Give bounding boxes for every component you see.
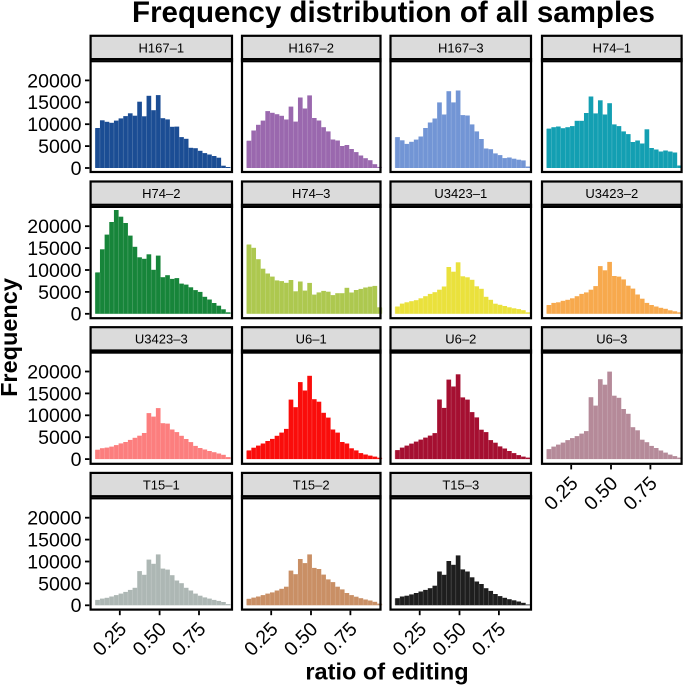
svg-text:Frequency: Frequency	[0, 278, 22, 397]
svg-text:20000: 20000	[27, 216, 81, 238]
svg-text:0: 0	[71, 595, 82, 617]
svg-text:15000: 15000	[27, 92, 81, 114]
svg-text:T15–1: T15–1	[143, 477, 180, 492]
svg-text:0: 0	[71, 449, 82, 471]
svg-text:U3423–1: U3423–1	[434, 186, 487, 201]
svg-text:15000: 15000	[27, 238, 81, 260]
svg-text:U3423–3: U3423–3	[135, 332, 188, 347]
svg-text:H167–2: H167–2	[288, 40, 334, 55]
svg-text:T15–3: T15–3	[442, 477, 479, 492]
svg-text:15000: 15000	[27, 383, 81, 405]
svg-text:H74–2: H74–2	[142, 186, 180, 201]
svg-text:5000: 5000	[38, 136, 82, 158]
svg-text:U3423–2: U3423–2	[585, 186, 638, 201]
svg-text:U6–2: U6–2	[445, 332, 476, 347]
svg-text:5000: 5000	[38, 573, 82, 595]
svg-text:H74–1: H74–1	[593, 40, 631, 55]
svg-text:U6–3: U6–3	[596, 332, 627, 347]
svg-text:10000: 10000	[27, 551, 81, 573]
svg-text:10000: 10000	[27, 405, 81, 427]
svg-text:0: 0	[71, 304, 82, 326]
svg-text:T15–2: T15–2	[293, 477, 330, 492]
svg-text:20000: 20000	[27, 361, 81, 383]
svg-text:ratio of editing: ratio of editing	[305, 659, 468, 685]
svg-text:H74–3: H74–3	[292, 186, 330, 201]
svg-text:5000: 5000	[38, 427, 82, 449]
svg-text:20000: 20000	[27, 70, 81, 92]
svg-text:20000: 20000	[27, 508, 81, 530]
svg-text:5000: 5000	[38, 282, 82, 304]
svg-text:10000: 10000	[27, 260, 81, 282]
svg-text:0: 0	[71, 158, 82, 180]
svg-text:10000: 10000	[27, 114, 81, 136]
svg-text:U6–1: U6–1	[296, 332, 327, 347]
svg-text:15000: 15000	[27, 530, 81, 552]
svg-text:H167–1: H167–1	[139, 40, 185, 55]
svg-text:H167–3: H167–3	[438, 40, 484, 55]
svg-text:Frequency distribution of all: Frequency distribution of all samples	[132, 0, 655, 29]
